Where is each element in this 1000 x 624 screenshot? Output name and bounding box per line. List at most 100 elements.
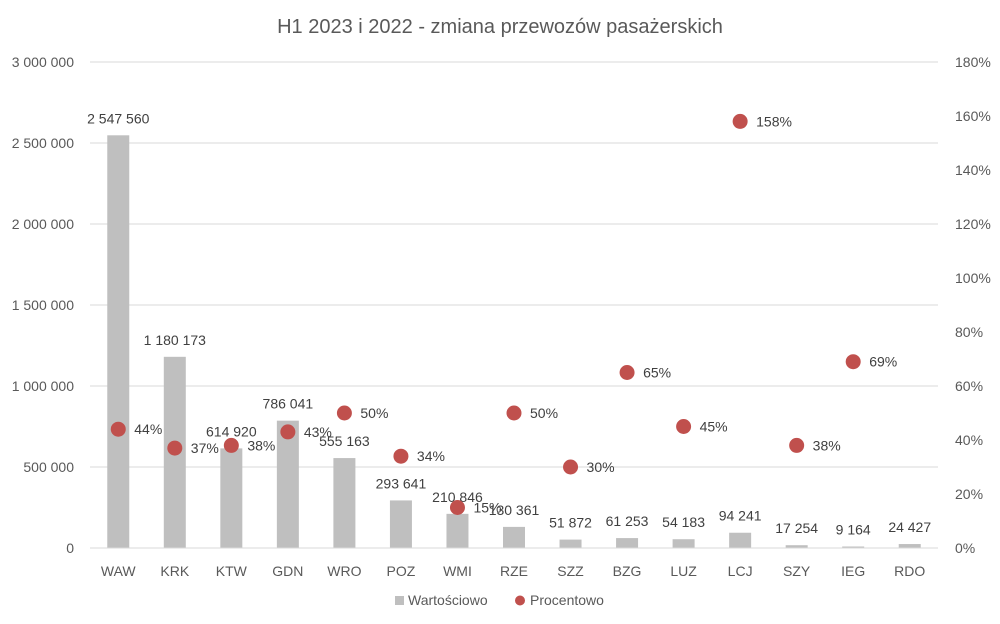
x-tick-label: SZZ bbox=[557, 563, 584, 579]
point-label: 38% bbox=[247, 437, 275, 453]
bar-label: 786 041 bbox=[263, 396, 314, 412]
point-label: 38% bbox=[813, 437, 841, 453]
bar-label: 130 361 bbox=[489, 502, 540, 518]
legend-label: Wartościowo bbox=[408, 592, 488, 608]
x-tick-label: RDO bbox=[894, 563, 925, 579]
point-label: 69% bbox=[869, 354, 897, 370]
y-tick-label: 2 000 000 bbox=[12, 216, 74, 232]
point-label: 15% bbox=[473, 500, 501, 516]
bar-label: 1 180 173 bbox=[144, 332, 206, 348]
point-label: 43% bbox=[304, 424, 332, 440]
x-tick-label: RZE bbox=[500, 563, 528, 579]
bar bbox=[503, 526, 525, 548]
point bbox=[845, 354, 861, 370]
bar-label: 17 254 bbox=[775, 520, 818, 536]
bar bbox=[333, 458, 356, 548]
y2-tick-label: 140% bbox=[955, 162, 991, 178]
point bbox=[563, 459, 579, 475]
axes: 0 500 000 1 000 000 1 500 000 2 000 000 2 500… bbox=[12, 54, 991, 579]
y2-tick-label: 40% bbox=[955, 432, 983, 448]
point bbox=[676, 419, 692, 434]
point bbox=[393, 448, 409, 464]
bar bbox=[729, 532, 752, 548]
bar-label: 24 427 bbox=[888, 519, 931, 535]
y2-tick-label: 160% bbox=[955, 108, 991, 124]
point bbox=[336, 405, 352, 421]
bar-label: 614 920 bbox=[206, 423, 257, 439]
bar-label: 555 163 bbox=[319, 433, 370, 449]
x-tick-label: WRO bbox=[327, 563, 361, 579]
y-tick-label: 0 bbox=[66, 540, 74, 556]
point bbox=[167, 440, 183, 456]
point-label: 34% bbox=[417, 448, 445, 464]
point bbox=[280, 424, 296, 440]
chart-title: H1 2023 i 2022 - zmiana przewozów pasaże… bbox=[277, 16, 723, 38]
points-series bbox=[110, 113, 861, 515]
legend-swatch-bar bbox=[395, 596, 404, 605]
bar bbox=[276, 420, 299, 548]
point-label: 44% bbox=[134, 421, 162, 437]
x-tick-label: BZG bbox=[613, 563, 642, 579]
x-tick-label: KTW bbox=[216, 563, 248, 579]
point-label: 65% bbox=[643, 365, 671, 381]
bar-label: 210 846 bbox=[432, 489, 483, 505]
x-tick-label: SZY bbox=[783, 563, 811, 579]
bar-label: 9 164 bbox=[836, 522, 871, 538]
x-tick-label: IEG bbox=[841, 563, 865, 579]
bar bbox=[446, 513, 469, 548]
point-label: 50% bbox=[530, 405, 558, 421]
y2-tick-label: 180% bbox=[955, 54, 991, 70]
y2-tick-label: 120% bbox=[955, 216, 991, 232]
point-label: 50% bbox=[360, 405, 388, 421]
y-tick-label: 3 000 000 bbox=[12, 54, 74, 70]
point-data-labels: 44% 37% 38% 43% 50% 34% 15% 50% 30% 65% 45% 158% 38%… bbox=[134, 113, 897, 515]
bars-series bbox=[107, 135, 921, 548]
y2-tick-label: 0% bbox=[955, 540, 975, 556]
x-tick-label: POZ bbox=[387, 563, 416, 579]
bar bbox=[672, 539, 695, 548]
bar bbox=[785, 545, 808, 548]
bar bbox=[842, 546, 865, 548]
y-tick-label: 2 500 000 bbox=[12, 135, 74, 151]
point-label: 30% bbox=[587, 459, 615, 475]
point bbox=[223, 437, 239, 453]
legend-label: Procentowo bbox=[530, 592, 604, 608]
bar-label: 51 872 bbox=[549, 515, 592, 531]
bar bbox=[220, 448, 243, 548]
bar bbox=[898, 544, 921, 548]
y-tick-label: 500 000 bbox=[23, 459, 74, 475]
point bbox=[619, 365, 635, 380]
point bbox=[506, 405, 522, 421]
point-label: 158% bbox=[756, 113, 792, 129]
bar-label: 2 547 560 bbox=[87, 110, 149, 126]
bar bbox=[559, 539, 582, 548]
point bbox=[449, 500, 465, 515]
point bbox=[789, 437, 805, 453]
bar-label: 293 641 bbox=[376, 475, 427, 491]
x-tick-label: LCJ bbox=[728, 563, 753, 579]
point bbox=[732, 113, 748, 129]
bar bbox=[389, 500, 412, 548]
x-tick-label: WMI bbox=[443, 563, 472, 579]
y2-tick-label: 20% bbox=[955, 486, 983, 502]
point bbox=[110, 421, 126, 437]
x-tick-label: KRK bbox=[160, 563, 189, 579]
point-label: 45% bbox=[700, 419, 728, 435]
x-tick-label: GDN bbox=[272, 563, 303, 579]
y-tick-label: 1 500 000 bbox=[12, 297, 74, 313]
y-tick-label: 1 000 000 bbox=[12, 378, 74, 394]
point-label: 37% bbox=[191, 440, 219, 456]
legend-swatch-point bbox=[515, 595, 525, 606]
y2-tick-label: 80% bbox=[955, 324, 983, 340]
gridlines bbox=[90, 61, 938, 468]
y2-tick-label: 100% bbox=[955, 270, 991, 286]
y2-tick-label: 60% bbox=[955, 378, 983, 394]
x-tick-label: WAW bbox=[101, 563, 137, 579]
bar-data-labels: 2 547 560 1 180 173 614 920 786 041 555 163 2… bbox=[87, 110, 931, 537]
bar-label: 54 183 bbox=[662, 514, 705, 530]
legend: Wartościowo Procentowo bbox=[395, 592, 604, 608]
x-tick-label: LUZ bbox=[670, 563, 697, 579]
bar-label: 61 253 bbox=[606, 513, 649, 529]
